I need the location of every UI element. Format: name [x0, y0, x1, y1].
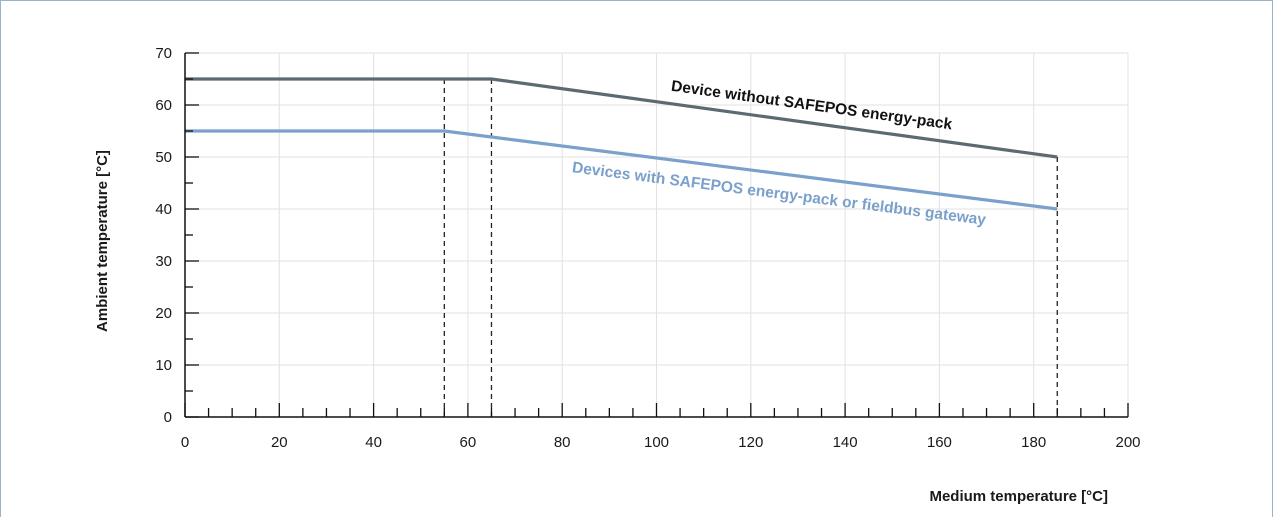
series-line-1	[185, 129, 1058, 211]
x-tick-label-120: 120	[738, 434, 763, 451]
y-tick-label-50: 50	[155, 149, 172, 166]
y-tick-label-0: 0	[164, 409, 172, 426]
tick-labels: 0 20 40 60 80 100 120 140 160 180 200 0 10 20 30 40 50 60…	[155, 45, 1140, 451]
series-lines	[185, 77, 1058, 211]
x-tick-label-20: 20	[271, 434, 288, 451]
y-tick-label-40: 40	[155, 201, 172, 218]
drop-lines	[443, 79, 1058, 417]
y-tick-label-10: 10	[155, 357, 172, 374]
y-tick-label-60: 60	[155, 97, 172, 114]
x-tick-label-60: 60	[460, 434, 477, 451]
x-tick-label-180: 180	[1021, 434, 1046, 451]
x-tick-label-0: 0	[181, 434, 189, 451]
series-label-device-without-energy-pack: Device without SAFEPOS energy-pack	[670, 78, 953, 134]
x-tick-label-100: 100	[644, 434, 669, 451]
x-tick-label-200: 200	[1115, 434, 1140, 451]
y-tick-label-70: 70	[155, 45, 172, 62]
x-axis-title: Medium temperature [°C]	[929, 488, 1108, 505]
y-tick-label-20: 20	[155, 305, 172, 322]
y-tick-label-30: 30	[155, 253, 172, 270]
x-tick-label-140: 140	[833, 434, 858, 451]
series-line-0	[185, 77, 1058, 159]
grid	[185, 52, 1129, 417]
x-tick-label-40: 40	[365, 434, 382, 451]
ticks	[184, 52, 1129, 418]
series-label-devices-with-energy-pack: Devices with SAFEPOS energy-pack or fiel…	[571, 159, 987, 229]
x-tick-label-160: 160	[927, 434, 952, 451]
x-tick-label-80: 80	[554, 434, 571, 451]
y-axis-title: Ambient temperature [°C]	[94, 150, 111, 332]
